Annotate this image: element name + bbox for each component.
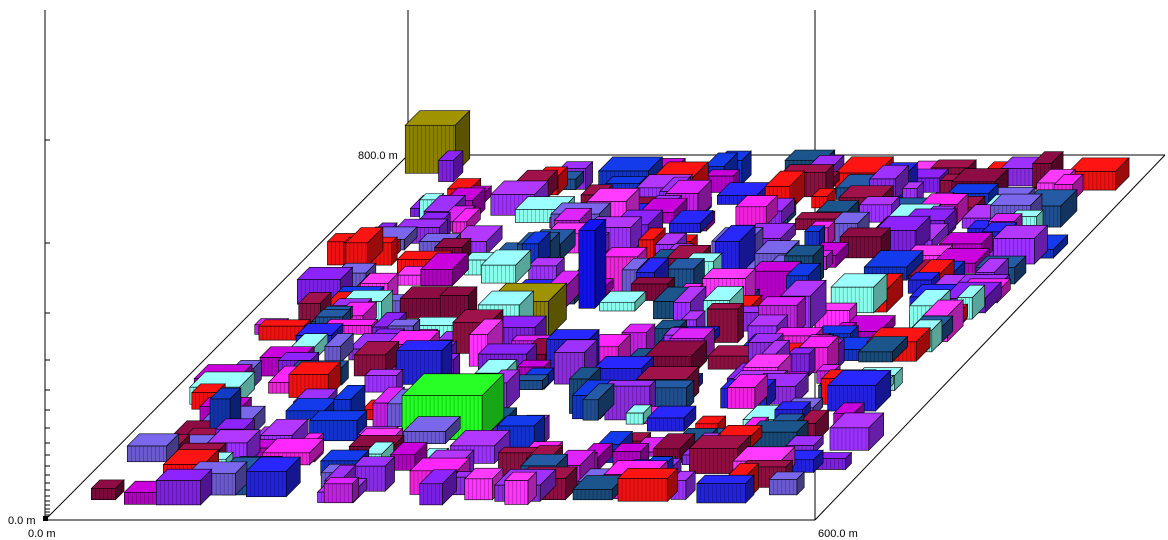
building-front bbox=[582, 399, 599, 421]
axis-line bbox=[814, 154, 1166, 521]
building-front bbox=[727, 387, 756, 409]
building-front bbox=[438, 160, 454, 182]
building bbox=[323, 476, 360, 504]
building bbox=[625, 404, 653, 425]
building-front bbox=[126, 445, 167, 463]
building-front bbox=[858, 351, 893, 363]
building bbox=[706, 302, 745, 344]
x-end-label: 600.0 m bbox=[818, 528, 858, 540]
building bbox=[527, 257, 566, 282]
building bbox=[617, 467, 679, 502]
building-top bbox=[395, 218, 449, 228]
building bbox=[437, 150, 464, 183]
building-front bbox=[735, 206, 767, 226]
building bbox=[480, 249, 532, 284]
building bbox=[696, 474, 755, 504]
building-front bbox=[403, 431, 446, 444]
y-end-label: 800.0 m bbox=[358, 150, 398, 162]
building bbox=[598, 290, 647, 312]
building-top bbox=[630, 276, 676, 285]
building bbox=[785, 435, 825, 455]
building bbox=[578, 218, 607, 310]
building-side bbox=[594, 218, 607, 310]
building bbox=[439, 286, 478, 322]
building-front bbox=[829, 427, 870, 451]
height-ticks bbox=[45, 139, 50, 516]
axis-line bbox=[44, 154, 409, 521]
building bbox=[668, 209, 714, 234]
building-front bbox=[669, 222, 701, 233]
building-front bbox=[323, 483, 353, 504]
building-front bbox=[372, 402, 389, 427]
building-front bbox=[706, 308, 739, 343]
building bbox=[324, 332, 355, 364]
building-front bbox=[464, 478, 493, 501]
building-front bbox=[420, 269, 453, 287]
building-side bbox=[737, 302, 744, 344]
building bbox=[726, 374, 769, 410]
building-front bbox=[599, 301, 636, 312]
building bbox=[420, 252, 470, 287]
building-top bbox=[364, 369, 404, 376]
building bbox=[155, 468, 213, 506]
building-front bbox=[345, 242, 368, 267]
building-front bbox=[647, 417, 685, 432]
building-front bbox=[156, 480, 201, 506]
building bbox=[345, 226, 384, 267]
x-origin-label: 0.0 m bbox=[28, 528, 56, 540]
building bbox=[829, 412, 885, 451]
building bbox=[582, 383, 615, 421]
building bbox=[735, 194, 779, 226]
building-front bbox=[419, 483, 443, 506]
building-front bbox=[504, 480, 529, 505]
buildings bbox=[90, 109, 1130, 506]
building-front bbox=[400, 298, 446, 319]
building-top bbox=[696, 474, 755, 484]
building bbox=[419, 469, 458, 506]
building bbox=[245, 456, 302, 498]
building-front bbox=[617, 478, 668, 502]
building bbox=[402, 415, 461, 445]
building-front bbox=[481, 264, 516, 284]
building bbox=[90, 479, 125, 501]
height-origin-label: 0.0 m bbox=[8, 515, 36, 527]
building-front bbox=[768, 479, 798, 496]
origin-marker bbox=[43, 516, 48, 521]
building bbox=[768, 471, 805, 496]
building-front bbox=[696, 483, 747, 504]
building-front bbox=[124, 491, 159, 505]
building bbox=[504, 471, 538, 506]
building bbox=[646, 405, 697, 432]
building-front bbox=[625, 412, 644, 425]
building-top bbox=[258, 319, 312, 327]
building bbox=[857, 335, 909, 363]
building-front bbox=[572, 489, 613, 501]
building bbox=[353, 340, 400, 377]
building-top bbox=[706, 302, 745, 310]
